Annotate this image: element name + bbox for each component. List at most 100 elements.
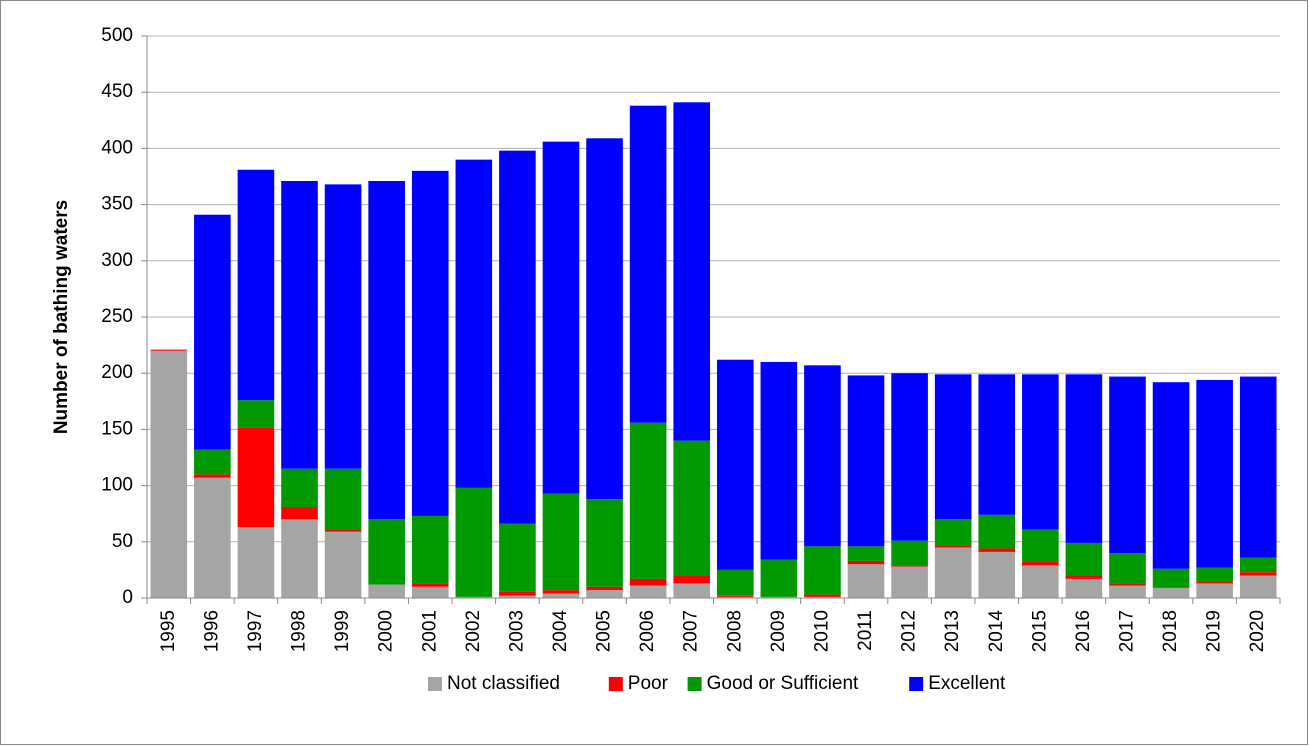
bar-segment	[499, 150, 536, 524]
bar-segment	[1022, 565, 1059, 598]
bar-segment	[934, 545, 972, 548]
bar-segment	[804, 365, 841, 547]
bar-segment	[411, 515, 449, 584]
bar-segment	[847, 546, 885, 561]
bar-segment	[1239, 575, 1277, 598]
bar-segment	[847, 560, 885, 565]
x-tick-label: 2013	[942, 610, 963, 652]
bar-segment	[194, 477, 231, 598]
bar-segment	[804, 546, 841, 595]
bar-segment	[716, 595, 754, 597]
bar-segment	[716, 596, 754, 598]
legend-label: Not classified	[447, 673, 560, 694]
bar-segment	[324, 468, 362, 530]
bar-segment	[499, 523, 536, 592]
bar-segment	[716, 359, 754, 570]
bar-segment	[499, 595, 536, 598]
bar-segment	[978, 514, 1016, 549]
bar-segment	[629, 578, 667, 586]
x-tick-label: 2007	[681, 610, 702, 652]
bar-segment	[542, 141, 580, 494]
bar-segment	[368, 519, 405, 585]
bar-segment	[673, 440, 711, 576]
bar-segment	[281, 180, 318, 469]
bar-segment	[804, 594, 841, 597]
bar-segment	[1152, 382, 1190, 569]
x-tick-label: 2003	[506, 610, 527, 652]
legend-swatch	[608, 677, 623, 691]
bar-segment	[586, 138, 623, 500]
bar-segment	[237, 169, 275, 401]
bar-segment	[891, 565, 928, 567]
bar-segment	[324, 184, 362, 469]
bar-segment	[891, 373, 928, 541]
x-tick-label: 1996	[201, 610, 222, 652]
bar-segment	[411, 170, 449, 516]
y-tick-label: 50	[112, 531, 133, 552]
bar-segment	[629, 422, 667, 579]
bar-segment	[194, 214, 231, 450]
bar-segment	[1109, 553, 1146, 584]
legend-label: Poor	[628, 673, 669, 694]
x-tick-label: 2016	[1073, 610, 1094, 652]
bar-segment	[499, 591, 536, 596]
bar-segment	[237, 527, 275, 598]
bar-segment	[1109, 585, 1146, 598]
bar-segment	[673, 575, 711, 584]
x-tick-label: 2015	[1029, 610, 1050, 652]
x-tick-label: 2001	[419, 610, 440, 652]
bar-segment	[586, 499, 623, 587]
bar-segment	[281, 519, 318, 598]
y-tick-label: 450	[101, 81, 133, 102]
bar-segment	[760, 361, 798, 560]
x-tick-label: 2010	[811, 610, 832, 652]
x-tick-label: 2000	[376, 610, 397, 652]
y-tick-label: 350	[101, 194, 133, 215]
bar-segment	[1065, 542, 1103, 576]
y-tick-label: 250	[101, 306, 133, 327]
bar-segment	[891, 540, 928, 566]
bar-segment	[978, 374, 1016, 515]
x-tick-label: 2008	[724, 610, 745, 652]
x-tick-label: 2019	[1204, 610, 1225, 652]
x-tick-label: 2011	[855, 610, 876, 651]
bar-segment	[847, 564, 885, 598]
x-tick-label: 1998	[289, 610, 310, 652]
x-tick-label: 2017	[1116, 610, 1137, 652]
bar-segment	[1196, 581, 1233, 584]
bar-segment	[760, 559, 798, 597]
bar-segment	[586, 590, 623, 598]
bar-segment	[1196, 567, 1233, 582]
y-tick-label: 500	[101, 25, 133, 46]
bar-segment	[411, 583, 449, 587]
x-tick-label: 2006	[637, 610, 658, 652]
y-tick-label: 0	[122, 587, 133, 608]
x-tick-label: 2018	[1160, 610, 1181, 652]
x-tick-label: 2020	[1247, 610, 1268, 652]
x-tick-label: 1997	[245, 610, 266, 652]
legend-swatch	[428, 677, 442, 691]
bar-segment	[1152, 568, 1190, 588]
y-tick-label: 100	[101, 475, 133, 496]
bar-segment	[978, 551, 1016, 598]
bar-segment	[716, 569, 754, 596]
bar-segment	[1022, 374, 1059, 530]
bar-segment	[1065, 575, 1103, 579]
bar-segment	[1065, 578, 1103, 598]
bar-segment	[411, 586, 449, 598]
bar-segment	[673, 583, 711, 598]
bar-segment	[281, 506, 318, 520]
legend-swatch	[909, 677, 924, 691]
x-tick-label: 2004	[550, 610, 571, 653]
y-tick-label: 300	[101, 250, 133, 271]
x-tick-label: 2002	[463, 610, 484, 652]
bar-segment	[1022, 529, 1059, 563]
y-tick-label: 200	[101, 362, 133, 383]
bar-segment	[194, 474, 231, 478]
bar-segment	[542, 590, 580, 594]
bar-segment	[804, 596, 841, 598]
bar-segment	[1109, 583, 1146, 586]
legend-label: Excellent	[928, 673, 1006, 694]
x-tick-label: 2009	[768, 610, 789, 652]
